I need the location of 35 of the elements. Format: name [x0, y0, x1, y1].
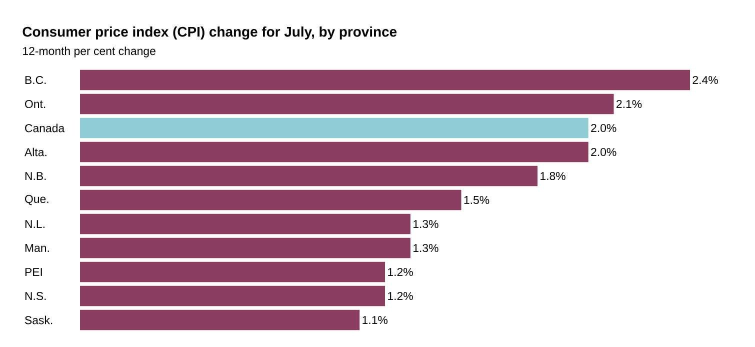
data-label: 2.0%: [591, 148, 616, 156]
data-label: 1.5%: [464, 196, 490, 204]
y-tick-label: N.S.: [25, 292, 46, 300]
y-tick-label: Sask.: [24, 316, 52, 324]
bar: [80, 94, 614, 114]
data-label: 2.1%: [616, 100, 642, 108]
y-tick-label: PEI: [25, 268, 42, 276]
bar: [80, 310, 360, 330]
y-tick-label: Man.: [25, 244, 49, 252]
bar: [80, 238, 410, 258]
bar: [80, 70, 690, 90]
y-tick-label: Canada: [25, 124, 65, 132]
bar: [80, 166, 538, 186]
bar: [80, 190, 462, 210]
data-label: 2.0%: [591, 124, 616, 132]
y-tick-label: B.C.: [25, 76, 46, 84]
bar: [80, 286, 386, 306]
y-tick-label: N.L.: [25, 220, 44, 228]
y-tick-label: N.B.: [25, 172, 46, 180]
data-label: 1.3%: [413, 220, 438, 228]
data-label: 1.1%: [362, 316, 388, 324]
data-label: 1.3%: [413, 244, 438, 252]
bar: [80, 118, 588, 138]
chart-title: Consumer price index (CPI) change for July, by province: [22, 26, 397, 40]
bar: [80, 214, 410, 234]
data-label: 1.8%: [540, 172, 566, 180]
bar: [80, 142, 588, 162]
bar: [80, 262, 386, 282]
data-label: 2.4%: [692, 76, 718, 84]
y-tick-label: Alta.: [24, 148, 46, 156]
data-label: 1.2%: [388, 268, 413, 276]
y-tick-label: Que.: [25, 194, 48, 206]
y-tick-label: Ont.: [25, 100, 46, 108]
data-label: 1.2%: [388, 292, 413, 300]
chart-subtitle: 12-month per cent change: [23, 46, 156, 58]
